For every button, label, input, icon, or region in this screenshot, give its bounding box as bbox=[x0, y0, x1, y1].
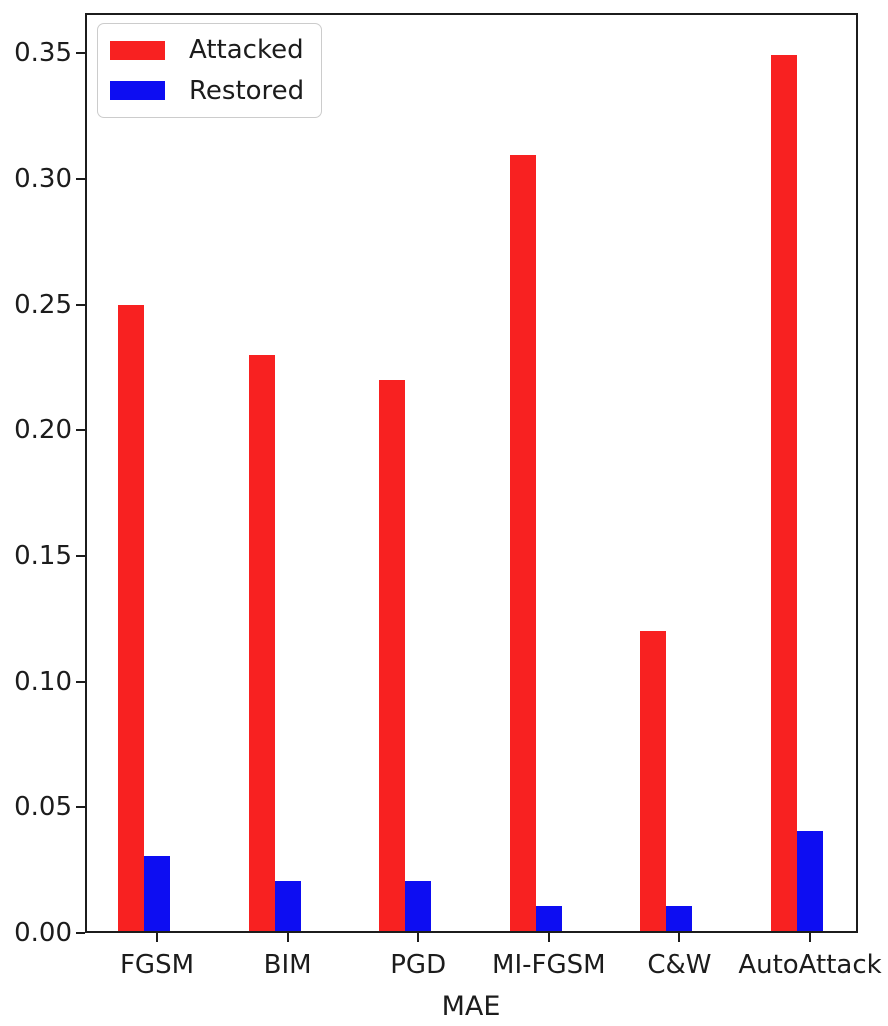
legend-label: Restored bbox=[189, 75, 305, 106]
x-tick-label: C&W bbox=[647, 950, 712, 980]
y-tick-label: 0.20 bbox=[14, 415, 72, 446]
y-tick-label: 0.15 bbox=[14, 540, 72, 571]
bar-attacked-AutoAttack bbox=[771, 55, 797, 931]
bar-restored-PGD bbox=[405, 881, 432, 931]
x-tick-mark bbox=[417, 933, 420, 942]
x-tick-mark bbox=[809, 933, 811, 942]
x-tick-mark bbox=[286, 933, 289, 942]
x-tick-label: BIM bbox=[263, 950, 312, 980]
legend-label: Attacked bbox=[189, 35, 304, 66]
x-tick-label: MI-FGSM bbox=[492, 950, 606, 980]
x-tick-mark bbox=[156, 933, 158, 942]
bar-restored-AutoAttack bbox=[797, 831, 823, 931]
x-tick-mark bbox=[678, 933, 681, 942]
bar-restored-C&W bbox=[666, 906, 693, 931]
legend-swatch-icon bbox=[110, 81, 165, 101]
y-tick-label: 0.10 bbox=[14, 666, 72, 697]
bar-restored-FGSM bbox=[144, 856, 170, 931]
y-tick-label: 0.25 bbox=[14, 289, 72, 320]
y-tick-label: 0.00 bbox=[14, 918, 72, 948]
y-tick-mark bbox=[76, 52, 85, 55]
bar-attacked-FGSM bbox=[118, 305, 144, 931]
x-tick-mark bbox=[547, 933, 550, 942]
bar-attacked-MI-FGSM bbox=[509, 155, 536, 931]
y-tick-label: 0.30 bbox=[14, 163, 72, 194]
y-tick-label: 0.35 bbox=[14, 38, 72, 69]
legend-row: Restored bbox=[98, 76, 321, 106]
x-axis-label: MAE bbox=[441, 991, 501, 1022]
bar-restored-BIM bbox=[274, 881, 301, 931]
y-tick-mark bbox=[76, 429, 85, 432]
x-tick-label: PGD bbox=[390, 950, 447, 980]
x-tick-label: FGSM bbox=[119, 950, 195, 980]
y-tick-mark bbox=[76, 932, 85, 934]
plot-area bbox=[85, 13, 858, 933]
legend-row: Attacked bbox=[98, 35, 321, 65]
y-tick-mark bbox=[76, 806, 85, 809]
y-tick-mark bbox=[76, 554, 85, 557]
legend: Attacked Restored bbox=[97, 23, 322, 118]
x-tick-label: AutoAttack bbox=[738, 950, 882, 980]
y-tick-mark bbox=[76, 177, 85, 180]
bar-attacked-C&W bbox=[640, 631, 667, 931]
bar-attacked-PGD bbox=[379, 380, 406, 931]
legend-swatch-icon bbox=[110, 40, 165, 60]
bar-attacked-BIM bbox=[248, 355, 275, 931]
y-tick-label: 0.05 bbox=[14, 792, 72, 823]
y-tick-mark bbox=[76, 680, 85, 683]
y-tick-mark bbox=[76, 303, 85, 306]
bar-restored-MI-FGSM bbox=[535, 906, 562, 931]
